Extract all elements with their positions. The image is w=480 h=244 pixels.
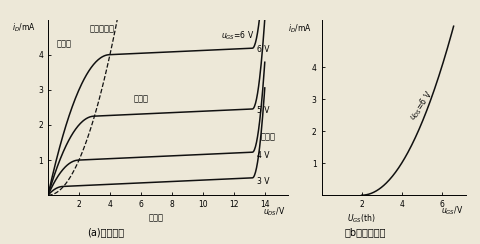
Text: $u_{GS}$/V: $u_{GS}$/V (441, 205, 464, 217)
Text: 6 V: 6 V (257, 45, 270, 54)
Text: $u_{DS}$/V: $u_{DS}$/V (263, 205, 285, 218)
Text: $u_{DS}$=6 V: $u_{DS}$=6 V (407, 89, 436, 123)
Text: $U_{GS}$(th): $U_{GS}$(th) (348, 213, 376, 225)
Text: 夹断区: 夹断区 (149, 214, 164, 223)
Text: $i_D$/mA: $i_D$/mA (12, 21, 36, 34)
Text: 击穿区: 击穿区 (260, 133, 275, 142)
Text: 4 V: 4 V (257, 151, 270, 160)
Text: 5 V: 5 V (257, 106, 270, 115)
Text: （b）转移特性: （b）转移特性 (344, 227, 385, 237)
Text: 变阻区: 变阻区 (57, 40, 72, 49)
Text: 恒流区: 恒流区 (133, 94, 148, 103)
Text: 顶夹断轨迹: 顶夹断轨迹 (90, 24, 115, 33)
Text: (a)输出特性: (a)输出特性 (87, 227, 124, 237)
Text: $u_{GS}$=6 V: $u_{GS}$=6 V (221, 29, 255, 41)
Text: 3 V: 3 V (257, 177, 270, 186)
Text: $i_D$/mA: $i_D$/mA (288, 23, 312, 35)
